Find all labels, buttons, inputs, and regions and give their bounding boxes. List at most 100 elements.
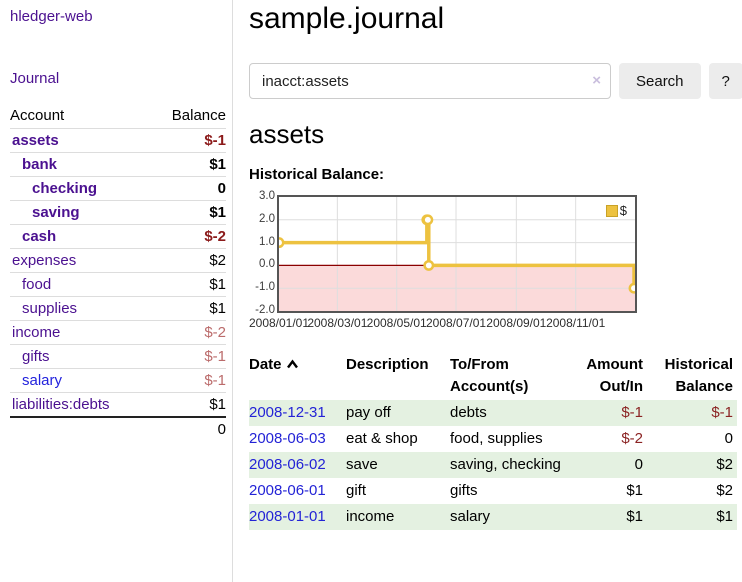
transaction-amount: 0 [567,452,647,478]
register-table: Date Description To/From Account(s) Amou… [249,352,737,530]
account-link-gifts[interactable]: gifts [22,348,50,365]
account-row: income $-2 [10,320,226,345]
transaction-amount: $1 [626,482,643,499]
transaction-description: eat & shop [346,430,418,447]
transaction-date-link[interactable]: 2008-06-02 [249,456,326,473]
clear-search-icon[interactable]: × [592,72,601,89]
account-balance: $1 [149,296,226,321]
account-row: assets $-1 [10,128,226,153]
register-row: 2008-12-31 pay off debts $-1 $-1 [249,400,737,426]
transaction-date-link[interactable]: 2008-01-01 [249,508,326,525]
transaction-accounts: saving, checking [450,452,567,478]
account-balance: $-2 [149,224,226,249]
transaction-description: pay off [346,400,450,426]
sidebar: hledger-web Journal Account Balance asse… [0,0,233,582]
transaction-accounts: debts [450,400,567,426]
accounts-total-row: 0 [10,416,226,441]
account-row: expenses $2 [10,248,226,273]
register-col-balance[interactable]: Historical Balance [664,356,733,395]
search-button[interactable]: Search [619,63,701,99]
transaction-accounts: food, supplies [450,430,543,447]
transaction-balance: $-1 [647,400,737,426]
transaction-amount: $1 [567,504,647,530]
y-tick-label: 2.0 [259,212,275,225]
account-row: cash $-2 [10,224,226,249]
transaction-date-link[interactable]: 2008-06-01 [249,482,326,499]
account-row: saving $1 [10,200,226,225]
x-tick-label: 2008/07/01 [425,316,487,330]
account-link-cash[interactable]: cash [22,228,57,245]
register-row: 2008-01-01 income salary $1 $1 [249,504,737,530]
account-link-bank[interactable]: bank [22,156,58,173]
chart-title: Historical Balance: [249,166,385,183]
register-row: 2008-06-03 eat & shop food, supplies $-2 0 [249,426,737,452]
account-link-supplies[interactable]: supplies [22,300,78,317]
account-heading: assets [249,119,325,149]
register-col-accounts[interactable]: To/From Account(s) [450,356,529,395]
transaction-balance: $1 [647,504,737,530]
main-panel: sample.journal × Search ? assets Histori… [233,0,742,582]
account-link-expenses[interactable]: expenses [12,252,77,269]
transaction-amount: $-2 [621,430,643,447]
transaction-accounts: gifts [450,482,478,499]
account-balance: $-1 [149,344,226,369]
transaction-date-link[interactable]: 2008-06-03 [249,430,326,447]
account-balance: $1 [149,200,226,225]
page-title: sample.journal [249,2,445,35]
sort-ascending-icon [286,354,299,376]
accounts-col-account: Account [10,107,65,124]
register-col-description[interactable]: Description [346,356,429,373]
account-balance: $1 [149,272,226,297]
account-row: salary $-1 [10,368,226,393]
account-balance: $2 [149,248,226,273]
x-tick-label: 2008/03/01 [307,316,368,330]
account-balance: $1 [149,392,226,417]
y-tick-label: 3.0 [259,190,275,202]
register-row: 2008-06-02 save saving, checking 0 $2 [249,452,737,478]
account-balance: $1 [149,152,226,177]
account-link-salary[interactable]: salary [22,372,63,389]
account-link-income[interactable]: income [12,324,61,341]
transaction-description: gift [346,482,367,499]
legend-swatch-icon [605,204,618,217]
x-tick-label: 2008/11/01 [546,316,606,330]
y-tick-label: -2.0 [255,304,275,316]
search-input[interactable] [249,63,611,99]
search-box: × [249,63,611,99]
account-link-saving[interactable]: saving [32,204,80,221]
account-balance: $-2 [149,320,226,345]
x-tick-label: 2008/09/01 [486,316,547,330]
transaction-balance: $2 [716,482,733,499]
chart-plot-area: $ [277,195,637,313]
y-tick-label: 1.0 [259,235,275,248]
accounts-table: Account Balance assets $-1 bank $1 checking 0… [10,104,226,441]
account-row: checking 0 [10,176,226,201]
register-col-amount[interactable]: Amount Out/In [586,356,643,395]
legend-label: $ [619,203,627,218]
transaction-amount: $-1 [567,400,647,426]
y-tick-label: -1.0 [255,281,275,294]
transaction-description: save [346,452,450,478]
x-tick-label: 2008/05/01 [366,316,427,330]
account-link-liabilities-debts[interactable]: liabilities:debts [12,396,110,413]
y-tick-label: 0.0 [259,258,275,271]
transaction-description: income [346,504,450,530]
transaction-balance: $2 [647,452,737,478]
chart-legend: $ [603,202,629,219]
brand-link[interactable]: hledger-web [10,8,93,25]
account-link-food[interactable]: food [22,276,52,293]
account-balance: $-1 [149,368,226,393]
chart-svg [279,197,635,311]
accounts-col-balance: Balance [171,107,226,124]
transaction-date-link[interactable]: 2008-12-31 [249,404,326,421]
account-row: supplies $1 [10,296,226,321]
account-balance: 0 [149,176,226,201]
sidebar-item-journal[interactable]: Journal [10,70,60,87]
search-row: × Search ? [249,63,742,99]
help-button[interactable]: ? [708,63,742,99]
register-col-date[interactable]: Date [249,352,346,400]
balance-chart: 3.0 2.0 1.0 0.0 -1.0 -2.0 $ 2008/01/01 2008/03… [249,189,742,331]
transaction-accounts: salary [450,504,567,530]
account-link-checking[interactable]: checking [32,180,98,197]
account-link-assets[interactable]: assets [12,132,59,149]
